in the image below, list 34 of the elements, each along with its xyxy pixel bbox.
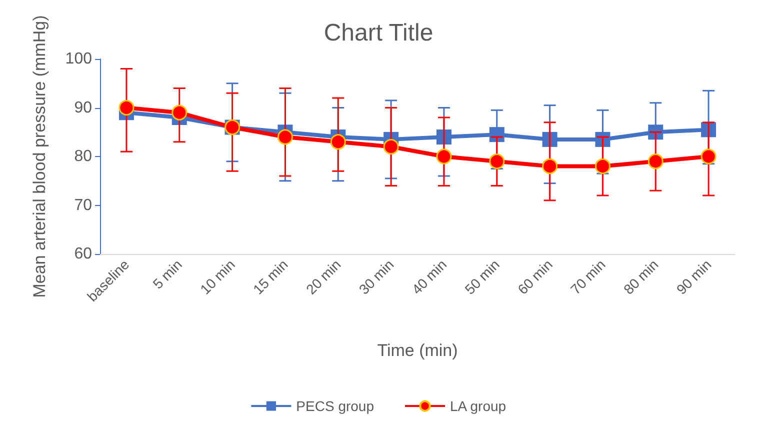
legend-label: PECS group xyxy=(296,398,374,414)
y-tick-label: 100 xyxy=(65,50,92,68)
x-tick-label: 20 min xyxy=(302,256,344,298)
x-tick-label: 15 min xyxy=(250,256,291,298)
x-tick-label: 10 min xyxy=(196,256,238,298)
point xyxy=(383,139,399,154)
x-tick-label: 70 min xyxy=(567,256,608,298)
x-tick-label: 90 min xyxy=(673,256,714,298)
point xyxy=(277,129,293,145)
point xyxy=(594,158,610,174)
legend-label: LA group xyxy=(450,398,506,414)
x-tick-label: 30 min xyxy=(356,256,397,298)
point xyxy=(542,158,558,174)
point xyxy=(436,148,452,164)
point xyxy=(330,134,346,150)
point xyxy=(648,154,664,170)
x-tick-label: 5 min xyxy=(150,256,186,292)
chart-title: Chart Title xyxy=(324,20,434,46)
point xyxy=(700,148,716,164)
y-tick-label: 70 xyxy=(74,196,92,214)
point xyxy=(489,154,505,170)
point xyxy=(542,132,558,147)
point xyxy=(118,100,134,116)
x-axis-title: Time (min) xyxy=(377,341,458,360)
y-tick-label: 90 xyxy=(74,99,92,116)
point xyxy=(172,104,188,120)
y-axis-title: Mean arterial blood pressure (mmHg) xyxy=(30,15,49,298)
x-tick-label: 60 min xyxy=(514,256,556,298)
y-tick-label: 80 xyxy=(74,148,92,165)
point xyxy=(436,130,452,144)
x-tick-label: 50 min xyxy=(462,256,503,298)
x-tick-label: 80 min xyxy=(620,256,662,298)
x-tick-label: 40 min xyxy=(408,256,450,298)
y-tick-label: 60 xyxy=(74,246,92,262)
